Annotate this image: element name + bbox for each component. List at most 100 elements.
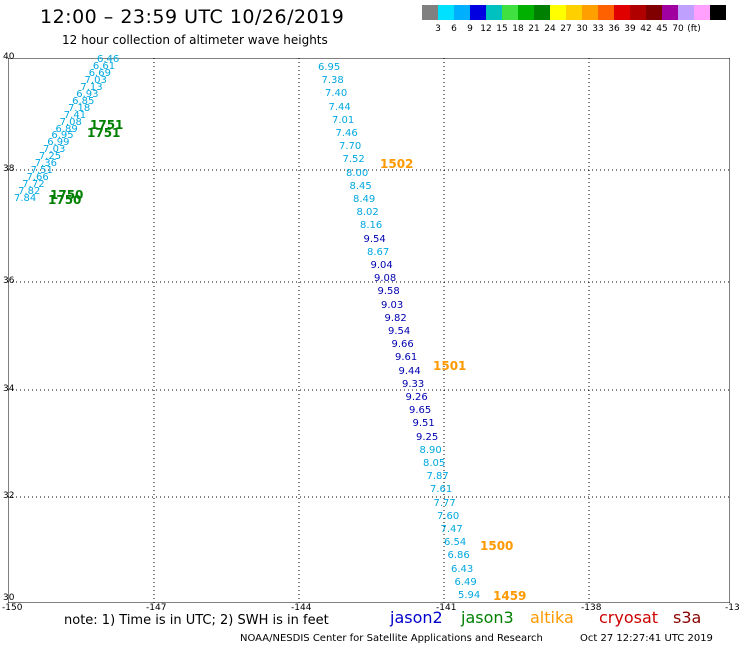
wave-height-value: 8.02 bbox=[356, 207, 379, 219]
wave-height-value: 9.66 bbox=[391, 339, 414, 351]
wave-height-value: 9.26 bbox=[405, 392, 428, 403]
wave-height-value: 6.61 bbox=[92, 60, 116, 72]
pass-time-label: 1750 bbox=[48, 193, 82, 207]
latitude-label: 36 bbox=[3, 276, 15, 286]
colorbar-swatch bbox=[598, 5, 614, 20]
wave-height-value: 6.95 bbox=[318, 62, 341, 73]
wave-height-value: 7.03 bbox=[43, 144, 66, 156]
page-title: 12:00 – 23:59 UTC 10/26/2019 bbox=[40, 6, 345, 28]
pass-time-label: 1459 bbox=[493, 589, 527, 603]
colorbar-label: 6 bbox=[451, 24, 457, 34]
colorbar-swatch bbox=[454, 5, 470, 20]
longitude-label: -147 bbox=[146, 603, 167, 613]
wave-height-value: 8.16 bbox=[360, 220, 383, 232]
wave-height-value: 7.40 bbox=[325, 88, 348, 100]
pass-time-label: 1502 bbox=[380, 157, 414, 171]
longitude-label: -150 bbox=[2, 603, 23, 613]
wave-height-value: 6.86 bbox=[447, 550, 470, 562]
colorbar-label: 45 bbox=[656, 24, 668, 34]
wave-height-value: 7.36 bbox=[34, 158, 58, 170]
wave-height-value: 7.72 bbox=[22, 179, 45, 191]
wave-height-value: 7.77 bbox=[433, 497, 456, 509]
colorbar-swatch bbox=[486, 5, 502, 20]
wave-height-value: 7.51 bbox=[30, 165, 53, 177]
wave-height-value: 9.08 bbox=[374, 273, 397, 285]
legend-entry-cryosat: cryosat bbox=[599, 608, 659, 627]
wave-height-value: 9.44 bbox=[398, 365, 421, 377]
pass-time-label: 1750 bbox=[50, 188, 84, 202]
wave-height-value: 8.05 bbox=[423, 458, 446, 469]
wave-height-value: 7.82 bbox=[18, 186, 41, 198]
wave-height-value: 6.95 bbox=[51, 130, 74, 142]
colorbar-swatch bbox=[582, 5, 598, 20]
longitude-label: -138 bbox=[581, 603, 602, 613]
colorbar-swatch bbox=[470, 5, 486, 20]
wave-height-value: 6.69 bbox=[88, 67, 111, 79]
wave-height-value: 6.89 bbox=[55, 123, 78, 135]
wave-height-value: 6.93 bbox=[76, 88, 99, 100]
wave-height-value: 7.66 bbox=[26, 172, 49, 184]
generated-timestamp: Oct 27 12:27:41 UTC 2019 bbox=[580, 633, 713, 644]
wave-height-value: 9.54 bbox=[388, 326, 411, 337]
latitude-label: 40 bbox=[3, 52, 15, 62]
wave-height-value: 7.18 bbox=[67, 102, 91, 114]
wave-height-value: 7.44 bbox=[328, 101, 351, 113]
pass-time-label: 1501 bbox=[433, 359, 467, 373]
wave-height-value: 9.65 bbox=[409, 405, 432, 417]
pass-time-label: 1500 bbox=[480, 539, 514, 553]
wave-height-value: 7.38 bbox=[321, 75, 344, 87]
colorbar-swatch bbox=[438, 5, 454, 20]
wave-height-value: 7.03 bbox=[84, 74, 107, 86]
colorbar-label: 27 bbox=[560, 24, 572, 34]
wave-height-value: 7.25 bbox=[38, 151, 62, 163]
wave-height-map bbox=[8, 58, 730, 603]
wave-height-value: 7.08 bbox=[59, 116, 82, 128]
colorbar-label: 3 bbox=[435, 24, 441, 34]
longitude-label: -13 bbox=[725, 603, 740, 613]
colorbar-label: 30 bbox=[576, 24, 588, 34]
colorbar-label: 9 bbox=[467, 24, 473, 34]
colorbar-label: 39 bbox=[624, 24, 636, 34]
wave-height-value: 8.45 bbox=[349, 180, 372, 192]
wave-height-value: 9.04 bbox=[370, 260, 393, 271]
colorbar-swatch bbox=[646, 5, 662, 20]
credit-line: NOAA/NESDIS Center for Satellite Applica… bbox=[240, 633, 543, 644]
wave-height-value: 7.61 bbox=[430, 484, 453, 496]
latitude-label: 34 bbox=[3, 384, 15, 394]
wave-height-value: 7.70 bbox=[339, 141, 362, 153]
longitude-label: -141 bbox=[436, 603, 457, 613]
latitude-label: 38 bbox=[3, 164, 15, 174]
wave-height-value: 6.54 bbox=[444, 537, 467, 549]
colorbar-label: 42 bbox=[640, 24, 652, 34]
wave-height-value: 9.25 bbox=[416, 431, 439, 443]
wave-height-value: 8.90 bbox=[419, 444, 442, 456]
latitude-label: 30 bbox=[3, 593, 15, 603]
wave-height-value: 7.60 bbox=[437, 510, 460, 522]
wave-height-value: 7.47 bbox=[440, 524, 463, 535]
colorbar-label: 70 bbox=[672, 24, 684, 34]
wave-height-value: 9.58 bbox=[377, 286, 400, 298]
legend-entry-altika: altika bbox=[530, 608, 574, 627]
colorbar-swatch bbox=[710, 5, 726, 20]
page-subtitle: 12 hour collection of altimeter wave hei… bbox=[62, 33, 328, 47]
colorbar-swatch bbox=[502, 5, 518, 20]
legend-entry-jason3: jason3 bbox=[461, 608, 514, 627]
colorbar-label: 18 bbox=[512, 24, 524, 34]
wave-height-value: 8.67 bbox=[367, 246, 390, 258]
wave-height-value: 7.52 bbox=[342, 154, 365, 166]
wave-height-value: 6.43 bbox=[451, 563, 474, 575]
wave-height-value: 7.84 bbox=[14, 193, 37, 204]
wave-height-value: 8.00 bbox=[346, 167, 369, 179]
legend-entry-jason2: jason2 bbox=[390, 608, 443, 627]
wave-height-value: 6.46 bbox=[97, 54, 120, 65]
wave-height-value: 7.46 bbox=[335, 128, 358, 139]
colorbar-swatch bbox=[630, 5, 646, 20]
wave-height-value: 9.82 bbox=[384, 312, 407, 324]
colorbar-swatch bbox=[678, 5, 694, 20]
colorbar-label: (ft) bbox=[687, 24, 701, 34]
wave-height-value: 7.41 bbox=[63, 109, 87, 121]
colorbar-label: 12 bbox=[480, 24, 492, 34]
wave-height-value: 8.49 bbox=[353, 194, 376, 205]
colorbar-label: 21 bbox=[528, 24, 540, 34]
colorbar-swatch bbox=[534, 5, 550, 20]
